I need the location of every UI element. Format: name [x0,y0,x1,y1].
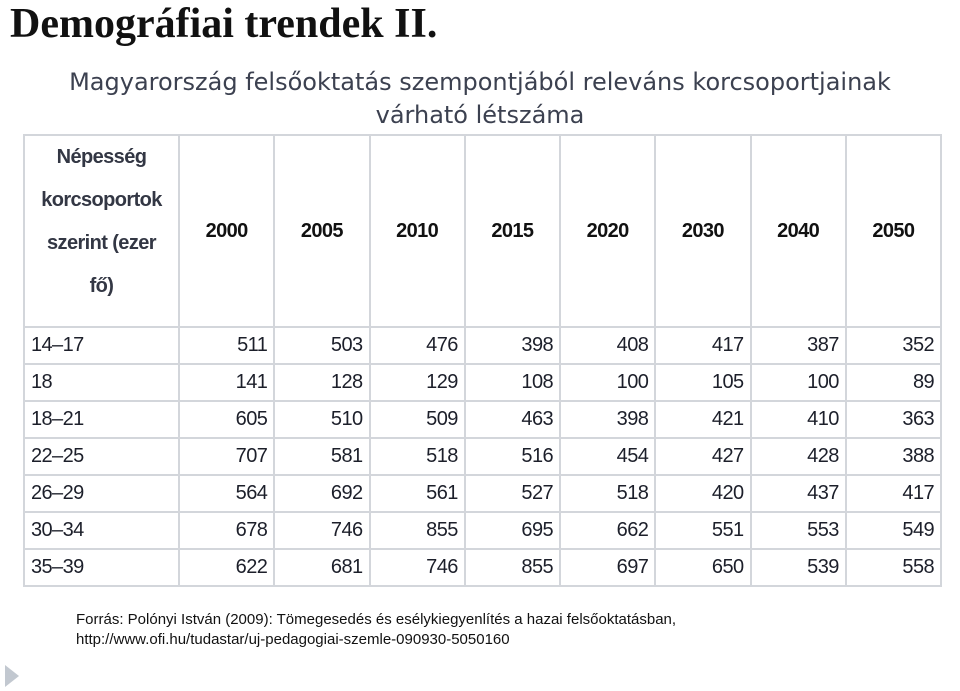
year-header-2040: 2040 [749,134,847,328]
year-header-2000: 2000 [177,134,276,328]
value-cell: 410 [749,400,847,439]
value-cell: 697 [558,548,657,587]
table-header-row: Népesség korcsoportok szerint (ezer fő) … [23,134,943,328]
table-row: 22–25 707 581 518 516 454 427 428 388 [23,437,943,476]
value-cell: 388 [844,437,943,476]
source-note: Forrás: Polónyi István (2009): Tömegesed… [76,610,676,650]
value-cell: 518 [558,474,657,513]
age-group-cell: 35–39 [23,548,180,587]
value-cell: 427 [654,437,752,476]
value-cell: 551 [654,511,752,550]
value-cell: 678 [177,511,276,550]
value-cell: 692 [273,474,371,513]
value-cell: 855 [368,511,466,550]
arrow-right-icon[interactable] [5,665,19,687]
year-header-2005: 2005 [273,134,371,328]
value-cell: 707 [177,437,276,476]
table-row: 30–34 678 746 855 695 662 551 553 549 [23,511,943,550]
value-cell: 417 [844,474,943,513]
value-cell: 605 [177,400,276,439]
value-cell: 398 [463,326,562,365]
table-row: 14–17 511 503 476 398 408 417 387 352 [23,326,943,365]
value-cell: 746 [368,548,466,587]
year-header-2050: 2050 [844,134,943,328]
row-header-line: fő) [89,275,114,297]
row-header-line: Népesség [56,146,147,168]
value-cell: 549 [844,511,943,550]
value-cell: 89 [844,363,943,402]
age-group-cell: 18 [23,363,180,402]
value-cell: 437 [749,474,847,513]
population-table: Népesség korcsoportok szerint (ezer fő) … [23,134,943,587]
subtitle-line-1: Magyarország felsőoktatás szempontjából … [69,68,891,96]
table-row: 18–21 605 510 509 463 398 421 410 363 [23,400,943,439]
value-cell: 129 [368,363,466,402]
value-cell: 141 [177,363,276,402]
age-group-cell: 30–34 [23,511,180,550]
value-cell: 527 [463,474,562,513]
value-cell: 421 [654,400,752,439]
table-row: 35–39 622 681 746 855 697 650 539 558 [23,548,943,587]
age-group-cell: 26–29 [23,474,180,513]
value-cell: 352 [844,326,943,365]
value-cell: 100 [558,363,657,402]
year-header-2010: 2010 [368,134,466,328]
row-header-cell: Népesség korcsoportok szerint (ezer fő) [23,134,180,328]
value-cell: 428 [749,437,847,476]
value-cell: 363 [844,400,943,439]
value-cell: 662 [558,511,657,550]
value-cell: 105 [654,363,752,402]
value-cell: 855 [463,548,562,587]
source-citation: Forrás: Polónyi István (2009): Tömegesed… [76,611,677,628]
age-group-cell: 14–17 [23,326,180,365]
value-cell: 420 [654,474,752,513]
value-cell: 539 [749,548,847,587]
value-cell: 100 [749,363,847,402]
table-row: 26–29 564 692 561 527 518 420 437 417 [23,474,943,513]
value-cell: 398 [558,400,657,439]
table-subtitle: Magyarország felsőoktatás szempontjából … [40,66,920,132]
value-cell: 417 [654,326,752,365]
table-row: 18 141 128 129 108 100 105 100 89 [23,363,943,402]
value-cell: 681 [273,548,371,587]
age-group-cell: 18–21 [23,400,180,439]
value-cell: 564 [177,474,276,513]
value-cell: 476 [368,326,466,365]
value-cell: 561 [368,474,466,513]
value-cell: 509 [368,400,466,439]
value-cell: 408 [558,326,657,365]
value-cell: 454 [558,437,657,476]
value-cell: 387 [749,326,847,365]
row-header-line: szerint (ezer [47,232,157,254]
year-header-2030: 2030 [654,134,752,328]
value-cell: 518 [368,437,466,476]
value-cell: 108 [463,363,562,402]
value-cell: 516 [463,437,562,476]
subtitle-line-2: várható létszáma [375,101,585,129]
value-cell: 553 [749,511,847,550]
value-cell: 511 [177,326,276,365]
age-group-cell: 22–25 [23,437,180,476]
value-cell: 695 [463,511,562,550]
row-header-line: korcsoportok [41,189,162,211]
value-cell: 463 [463,400,562,439]
value-cell: 650 [654,548,752,587]
year-header-2015: 2015 [463,134,562,328]
value-cell: 503 [273,326,371,365]
value-cell: 558 [844,548,943,587]
value-cell: 746 [273,511,371,550]
table-body: 14–17 511 503 476 398 408 417 387 352 18 141 128 129… [23,326,943,587]
slide-title: Demográfiai trendek II. [10,1,438,47]
source-url: http://www.ofi.hu/tudastar/uj-pedagogiai… [76,631,510,648]
year-header-2020: 2020 [558,134,657,328]
value-cell: 128 [273,363,371,402]
value-cell: 622 [177,548,276,587]
value-cell: 510 [273,400,371,439]
value-cell: 581 [273,437,371,476]
